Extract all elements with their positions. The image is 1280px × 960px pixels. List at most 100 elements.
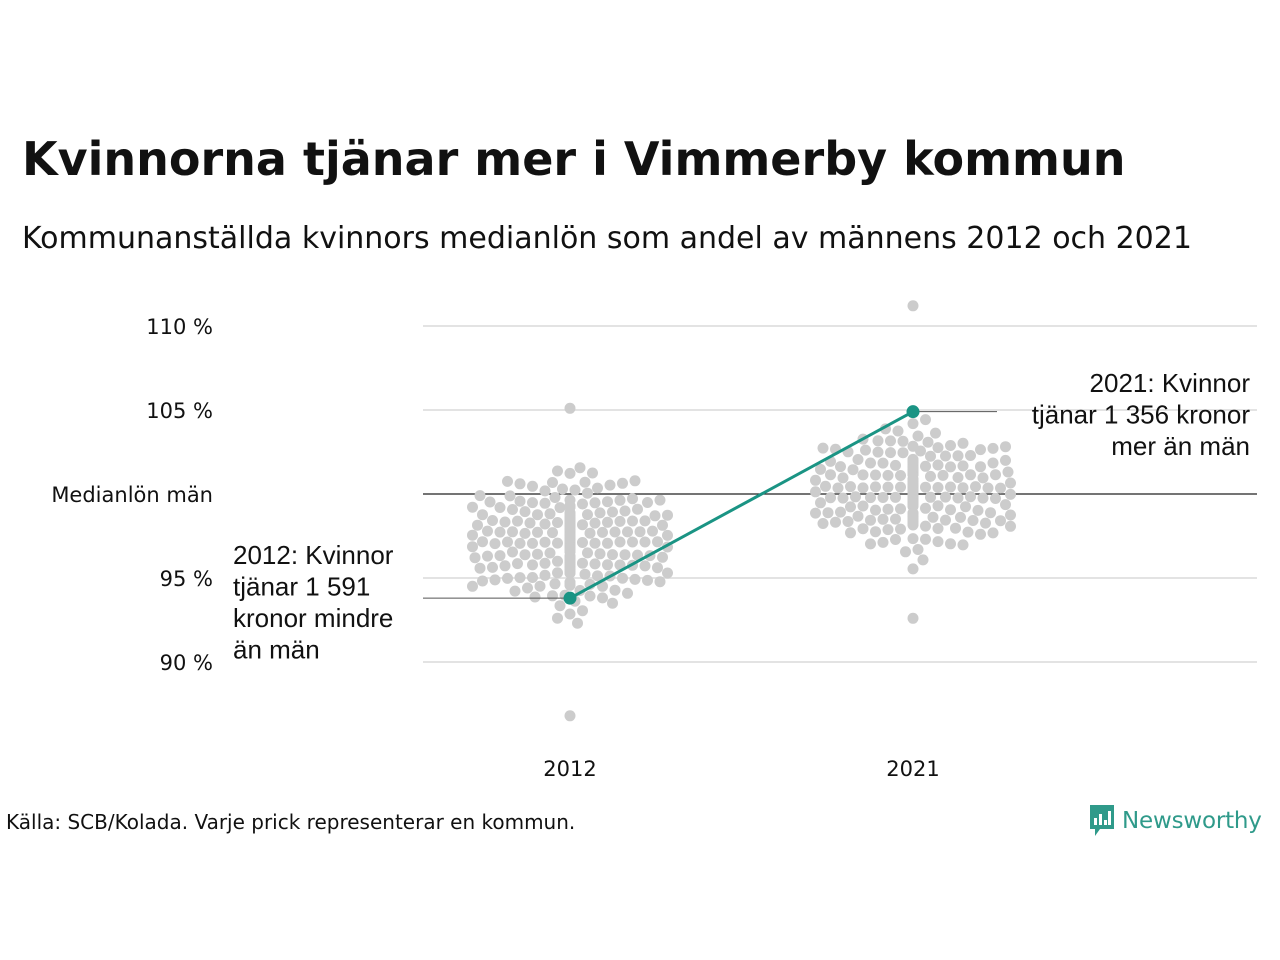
newsworthy-logo: Newsworthy (1088, 803, 1262, 839)
beeswarm-dot (474, 490, 486, 502)
beeswarm-dot (484, 496, 496, 508)
annotations: 2012: Kvinnor tjänar 1 591 kronor mindre än… (233, 368, 1250, 665)
beeswarm-dot (882, 524, 894, 536)
beeswarm-dot (830, 516, 841, 528)
beeswarm-dot (965, 491, 976, 503)
beeswarm-dot (882, 469, 894, 481)
beeswarm-dot (920, 520, 931, 532)
beeswarm-dot (582, 487, 593, 499)
beeswarm-dot (957, 482, 969, 494)
beeswarm-dot (577, 519, 588, 531)
beeswarm-dot (629, 475, 641, 487)
beeswarm-dot (815, 463, 826, 475)
beeswarm-dot (882, 503, 894, 515)
beeswarm-dot (502, 536, 513, 548)
beeswarm-dot (810, 486, 821, 498)
beeswarm-dot (602, 537, 613, 549)
beeswarm-dot (912, 430, 924, 442)
beeswarm-dot (554, 600, 566, 612)
beeswarm-dot (877, 536, 889, 548)
beeswarm-dot (845, 501, 856, 513)
beeswarm-dot (642, 497, 653, 508)
beeswarm-dot (907, 453, 919, 465)
x-tick-label: 2021 (886, 757, 939, 781)
beeswarm-dot (932, 500, 944, 512)
beeswarm-dot (907, 300, 919, 312)
beeswarm-dot (532, 548, 543, 560)
beeswarm-dot (857, 469, 869, 481)
beeswarm-dot (932, 536, 944, 548)
beeswarm-dot (1000, 499, 1011, 511)
beeswarm-dot (512, 558, 523, 570)
beeswarm-dot (502, 475, 513, 487)
beeswarm-dot (852, 454, 864, 465)
beeswarm-dot (622, 587, 633, 599)
beeswarm-dot (920, 533, 931, 545)
beeswarm-dot (592, 570, 603, 582)
beeswarm-dot (977, 492, 989, 504)
beeswarm-dot (647, 525, 658, 537)
beeswarm-dot (577, 498, 588, 510)
beeswarm-dot (467, 501, 478, 513)
beeswarm-dot (895, 481, 906, 493)
beeswarm-dot (925, 491, 936, 503)
beeswarm-dot (937, 469, 949, 481)
beeswarm-dot (594, 507, 606, 519)
beeswarm-dot (627, 536, 638, 548)
beeswarm-dot (579, 476, 591, 488)
beeswarm-dot (820, 480, 831, 492)
beeswarm-dot (865, 538, 876, 550)
beeswarm-dot (547, 477, 558, 488)
beeswarm-dot (519, 549, 531, 561)
annotation-line: kronor mindre (233, 603, 393, 633)
beeswarm-dot (569, 484, 581, 496)
beeswarm-dot (965, 469, 976, 481)
beeswarm-dot (1005, 509, 1016, 521)
y-tick-label: 90 % (160, 651, 213, 675)
beeswarm-dot (975, 461, 986, 473)
beeswarm-dot (552, 612, 563, 624)
beeswarm-dot (825, 492, 836, 504)
beeswarm-dot (614, 494, 626, 506)
beeswarm-dot (524, 517, 536, 529)
beeswarm-dot (597, 592, 608, 604)
beeswarm-dot (614, 559, 626, 571)
beeswarm-dot (842, 516, 854, 527)
beeswarm-dot (557, 483, 568, 495)
beeswarm-dot (872, 435, 884, 447)
chart-title: Kvinnorna tjänar mer i Vimmerby kommun (22, 132, 1126, 186)
beeswarm-dot (477, 509, 488, 521)
beeswarm-dot (957, 539, 969, 551)
beeswarm-dot (870, 469, 881, 481)
beeswarm-dot (912, 544, 924, 555)
annotation-line: än män (233, 635, 320, 665)
beeswarm-dot (512, 515, 523, 527)
beeswarm-dot (952, 492, 964, 504)
y-tick-label: 95 % (160, 567, 213, 591)
beeswarm-dot (975, 444, 986, 456)
beeswarm-dot (877, 513, 889, 525)
beeswarm-dot (609, 526, 621, 538)
beeswarm-dot (504, 490, 516, 502)
beeswarm-dot (810, 507, 821, 519)
annotation-line: 2012: Kvinnor (233, 540, 394, 570)
beeswarm-dot (584, 590, 596, 602)
beeswarm-dot (582, 509, 593, 521)
beeswarm-dot (895, 470, 906, 481)
beeswarm-dot (597, 526, 608, 538)
beeswarm-dot (817, 518, 829, 529)
beeswarm-dot (514, 572, 526, 584)
beeswarm-dot (564, 608, 576, 620)
beeswarm-dot (564, 710, 576, 722)
beeswarm-dot (539, 557, 551, 569)
beeswarm-dot (477, 575, 488, 587)
beeswarm-dot (552, 465, 563, 477)
beeswarm-dot (577, 557, 588, 569)
beeswarm-dot (489, 538, 501, 550)
beeswarm-dot (990, 469, 1001, 481)
beeswarm-dot (890, 534, 901, 545)
beeswarm-dot (932, 459, 944, 471)
beeswarm-dot (474, 562, 486, 574)
beeswarm-dot (882, 481, 894, 493)
beeswarm-dot (489, 574, 501, 586)
